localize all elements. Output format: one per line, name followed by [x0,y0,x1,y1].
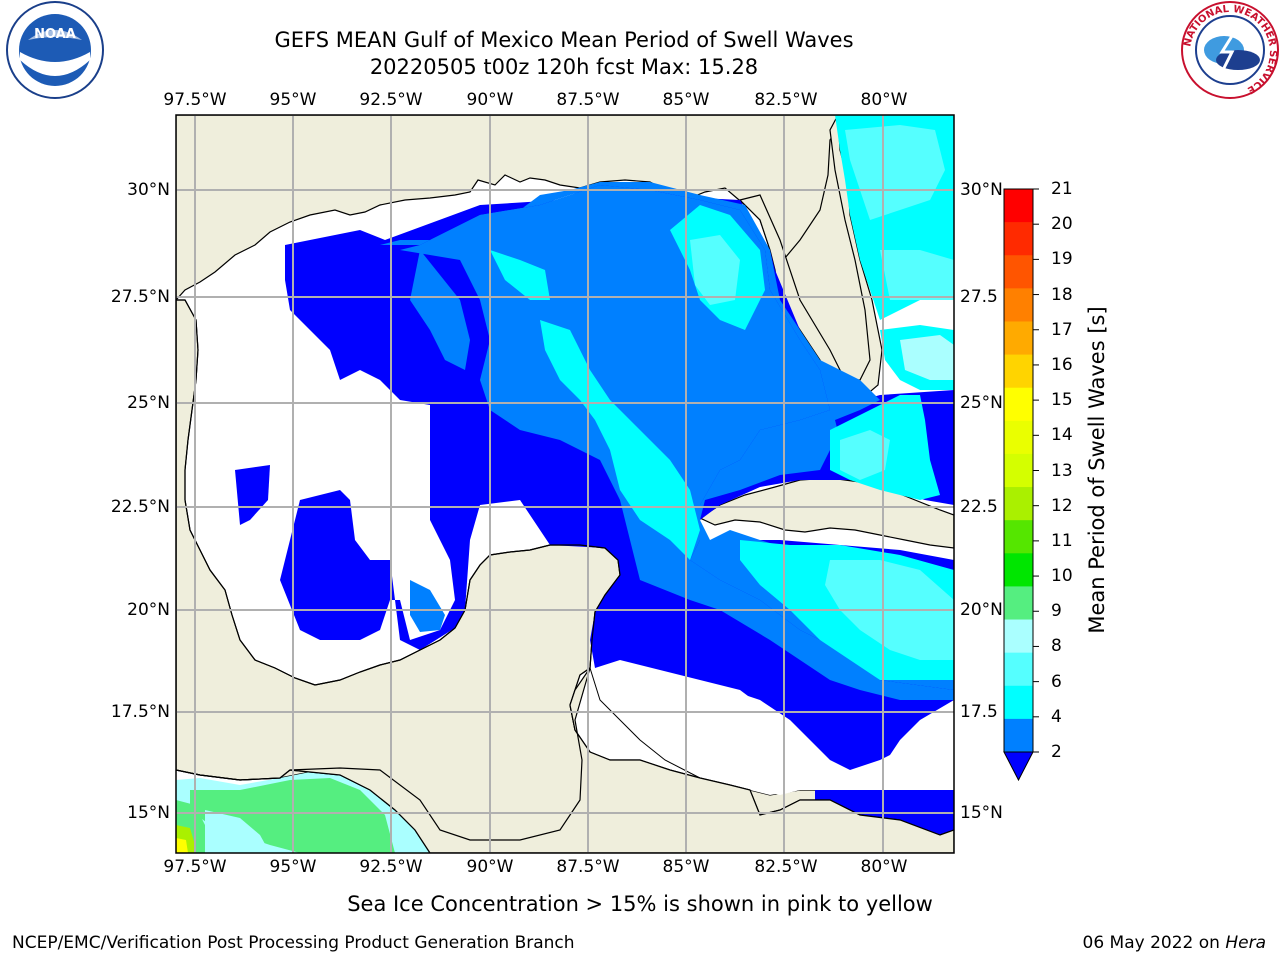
map-gridlines [176,115,954,853]
lat-label-right-27-5n: 27.5 [960,287,998,307]
colorbar-segment [1004,189,1033,223]
lon-label-bottom-80w: 80°W [860,857,908,877]
colorbar-tick-label: 4 [1051,706,1062,727]
lon-label-bottom-87-5w: 87.5°W [556,857,620,877]
lat-label-right-25n: 25°N [960,393,1003,413]
lon-label-top-92-5w: 92.5°W [359,90,423,110]
colorbar-tick-label: 21 [1051,179,1073,199]
colorbar-segment [1004,685,1033,720]
colorbar-tick-label: 20 [1051,214,1073,235]
colorbar-segment [1004,387,1033,422]
lon-label-top-97-5w: 97.5°W [163,90,227,110]
lon-label-bottom-97-5w: 97.5°W [163,857,227,877]
colorbar-tick-label: 19 [1051,249,1073,270]
colorbar-segment [1004,652,1033,687]
colorbar-segment [1004,487,1033,521]
lon-label-top-80w: 80°W [860,90,908,110]
lat-label-left-20n: 20°N [127,600,170,620]
footer-branch: NCEP/EMC/Verification Post Processing Pr… [12,933,575,953]
colorbar-segment [1004,420,1033,455]
noaa-logo-text: NOAA [34,27,76,42]
land-central-america [289,667,954,853]
colorbar-segment [1004,222,1033,256]
colorbar-tick-label: 2 [1051,742,1062,762]
colorbar-tick-label: 13 [1051,460,1073,481]
lat-label-right-30n: 30°N [960,180,1003,200]
footer-date: 06 May 2022 on Hera [1083,933,1267,953]
lon-label-bottom-95w: 95°W [269,857,317,877]
swell-band-8-9 [845,125,945,220]
lat-label-right-20n: 20°N [960,600,1003,620]
colorbar-tick-label: 18 [1051,284,1073,305]
colorbar-tick-label: 17 [1051,319,1073,340]
colorbar-segment [1004,321,1033,356]
colorbar-tick-label: 16 [1051,354,1073,375]
lat-label-right-15n: 15°N [960,803,1003,823]
colorbar [1003,188,1039,782]
nws-logo: NATIONAL WEATHER SERVICE [1181,1,1279,99]
colorbar-segment [1004,718,1033,753]
noaa-logo: NOAA [6,1,104,99]
lat-label-left-25n: 25°N [127,393,170,413]
lon-label-top-82-5w: 82.5°W [754,90,818,110]
colorbar-tick-label: 9 [1051,601,1062,622]
colorbar-tick-label: 10 [1051,566,1073,587]
colorbar-segment [1004,520,1033,554]
lat-label-left-30n: 30°N [127,180,170,200]
colorbar-segment [1004,619,1033,654]
map-plot-area [176,115,954,853]
footer-date-text: 06 May 2022 on [1082,933,1226,953]
lon-label-bottom-90w: 90°W [466,857,514,877]
lon-label-bottom-82-5w: 82.5°W [754,857,818,877]
colorbar-label: Mean Period of Swell Waves [s] [1085,306,1109,634]
colorbar-tick-label: 14 [1051,425,1073,446]
land-cuba [698,477,954,549]
colorbar-segment [1004,453,1033,488]
colorbar-segment [1004,586,1033,621]
colorbar-tick-label: 12 [1051,495,1073,516]
colorbar-segment [1004,354,1033,389]
colorbar-segment [1004,255,1033,289]
colorbar-segment [1004,288,1033,322]
colorbar-tick-label: 11 [1051,530,1073,551]
colorbar-tick-label: 8 [1051,636,1062,657]
map-title: GEFS MEAN Gulf of Mexico Mean Period of … [274,28,854,52]
footer-host: Hera [1225,933,1266,953]
lon-label-bottom-92-5w: 92.5°W [359,857,423,877]
map-frame [175,114,955,854]
colorbar-extend-arrow [1003,751,1034,782]
colorbar-tick-label: 6 [1051,671,1062,692]
map-subtitle: 20220505 t00z 120h fcst Max: 15.28 [369,55,759,79]
lat-label-right-17-5n: 17.5 [960,702,998,722]
lat-label-left-17-5n: 17.5°N [110,702,170,722]
sea-ice-note: Sea Ice Concentration > 15% is shown in … [347,892,933,916]
lat-label-right-22-5n: 22.5 [960,497,998,517]
lon-label-bottom-85w: 85°W [662,857,710,877]
lon-label-top-85w: 85°W [662,90,710,110]
lon-label-top-95w: 95°W [269,90,317,110]
colorbar-tick-label: 15 [1051,390,1073,411]
lat-label-left-22-5n: 22.5°N [110,497,170,517]
lat-label-left-15n: 15°N [127,803,170,823]
lon-label-top-90w: 90°W [466,90,514,110]
lon-label-top-87-5w: 87.5°W [556,90,620,110]
colorbar-segment [1004,553,1033,587]
lat-label-left-27-5n: 27.5°N [110,287,170,307]
